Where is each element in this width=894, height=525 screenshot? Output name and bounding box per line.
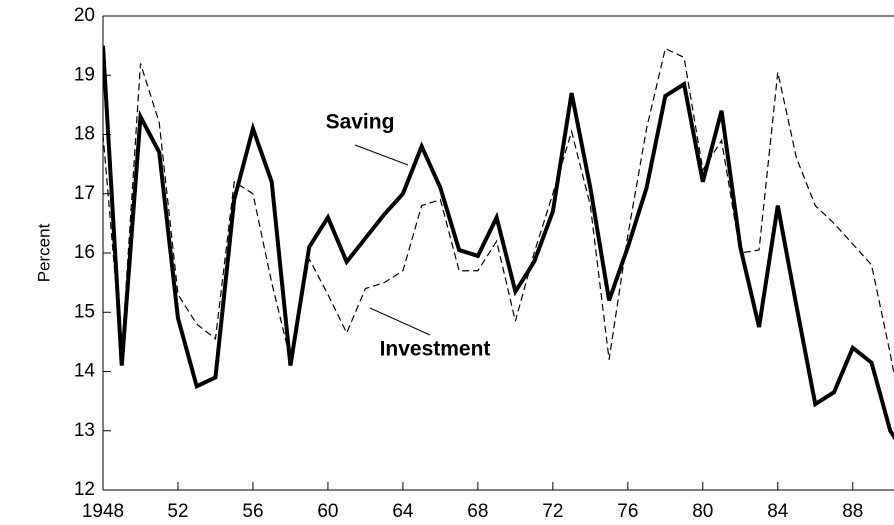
plot-area [103, 45, 894, 441]
investment-leader [369, 307, 431, 336]
series-annotation: Investment [380, 338, 491, 361]
y-tick-label: 15 [74, 301, 95, 322]
x-tick-label: 1948 [82, 501, 124, 522]
y-axis-label: Percent [34, 223, 53, 282]
series-line [103, 45, 894, 441]
x-tick-label: 72 [542, 501, 563, 522]
x-tick-label: 76 [617, 501, 638, 522]
y-tick-label: 12 [74, 479, 95, 500]
y-tick-label: 13 [74, 420, 95, 441]
y-tick-label: 16 [74, 242, 95, 263]
x-tick-label: 84 [767, 501, 789, 522]
x-tick-label: 68 [467, 501, 488, 522]
y-tick-label: 20 [74, 5, 95, 26]
y-tick-label: 17 [74, 183, 95, 204]
series-annotation: Saving [326, 111, 395, 134]
y-tick-label: 18 [74, 124, 95, 145]
x-tick-label: 64 [392, 501, 414, 522]
series-line [103, 47, 894, 378]
x-tick-label: 88 [842, 501, 863, 522]
x-tick-label: 60 [317, 501, 338, 522]
y-tick-label: 19 [74, 64, 95, 85]
saving-leader [354, 144, 409, 166]
x-tick-label: 80 [692, 501, 713, 522]
y-tick-label: 14 [74, 361, 96, 382]
x-tick-label: 52 [167, 501, 188, 522]
x-tick-label: 56 [242, 501, 263, 522]
